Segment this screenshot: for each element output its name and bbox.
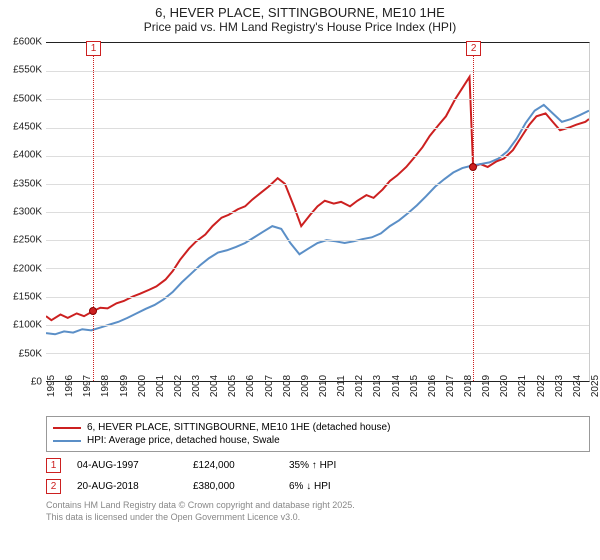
legend-swatch-property xyxy=(53,427,81,429)
y-tick-label: £250K xyxy=(13,235,42,246)
legend-row-property: 6, HEVER PLACE, SITTINGBOURNE, ME10 1HE … xyxy=(53,421,583,434)
y-axis: £0£50K£100K£150K£200K£250K£300K£350K£400… xyxy=(0,42,44,382)
x-tick-label: 2024 xyxy=(572,375,583,397)
transaction-row: 2 20-AUG-2018 £380,000 6% ↓ HPI xyxy=(46,479,590,494)
row-date: 20-AUG-2018 xyxy=(77,481,177,492)
x-tick-label: 2015 xyxy=(409,375,420,397)
legend-label-property: 6, HEVER PLACE, SITTINGBOURNE, ME10 1HE … xyxy=(87,422,390,433)
marker-dot-icon xyxy=(469,163,477,171)
footnote-line: Contains HM Land Registry data © Crown c… xyxy=(46,500,590,512)
row-price: £380,000 xyxy=(193,481,273,492)
x-tick-label: 2018 xyxy=(463,375,474,397)
chart-area: £0£50K£100K£150K£200K£250K£300K£350K£400… xyxy=(46,42,590,412)
y-tick-label: £350K xyxy=(13,178,42,189)
marker-box-icon: 1 xyxy=(86,41,101,56)
y-tick-label: £0 xyxy=(31,377,42,388)
x-tick-label: 2017 xyxy=(445,375,456,397)
x-tick-label: 1998 xyxy=(100,375,111,397)
x-tick-label: 2023 xyxy=(554,375,565,397)
x-tick-label: 2011 xyxy=(336,375,347,397)
x-tick-label: 2022 xyxy=(536,375,547,397)
y-tick-label: £500K xyxy=(13,93,42,104)
x-tick-label: 1995 xyxy=(46,375,57,397)
legend: 6, HEVER PLACE, SITTINGBOURNE, ME10 1HE … xyxy=(46,416,590,452)
x-tick-label: 2008 xyxy=(282,375,293,397)
y-tick-label: £550K xyxy=(13,65,42,76)
marker-box-icon: 2 xyxy=(466,41,481,56)
y-tick-label: £200K xyxy=(13,263,42,274)
x-tick-label: 2004 xyxy=(209,375,220,397)
x-tick-label: 1997 xyxy=(82,375,93,397)
x-tick-label: 2013 xyxy=(372,375,383,397)
marker-dot-icon xyxy=(89,307,97,315)
x-tick-label: 2002 xyxy=(173,375,184,397)
transaction-row: 1 04-AUG-1997 £124,000 35% ↑ HPI xyxy=(46,458,590,473)
legend-label-hpi: HPI: Average price, detached house, Swal… xyxy=(87,435,280,446)
series-line xyxy=(46,77,589,320)
title-block: 6, HEVER PLACE, SITTINGBOURNE, ME10 1HE … xyxy=(0,0,600,36)
x-tick-label: 2010 xyxy=(318,375,329,397)
legend-swatch-hpi xyxy=(53,440,81,442)
chart-title: 6, HEVER PLACE, SITTINGBOURNE, ME10 1HE xyxy=(10,5,590,20)
row-hpi: 6% ↓ HPI xyxy=(289,481,369,492)
x-tick-label: 2003 xyxy=(191,375,202,397)
y-tick-label: £50K xyxy=(19,348,42,359)
transaction-rows: 1 04-AUG-1997 £124,000 35% ↑ HPI 2 20-AU… xyxy=(46,458,590,494)
x-tick-label: 2020 xyxy=(499,375,510,397)
legend-row-hpi: HPI: Average price, detached house, Swal… xyxy=(53,434,583,447)
x-tick-label: 2012 xyxy=(354,375,365,397)
y-tick-label: £600K xyxy=(13,37,42,48)
y-tick-label: £150K xyxy=(13,292,42,303)
x-tick-label: 1996 xyxy=(64,375,75,397)
x-tick-label: 2006 xyxy=(245,375,256,397)
x-tick-label: 2009 xyxy=(300,375,311,397)
footnote-line: This data is licensed under the Open Gov… xyxy=(46,512,590,524)
marker-line xyxy=(93,43,94,381)
x-tick-label: 2025 xyxy=(590,375,600,397)
footnote: Contains HM Land Registry data © Crown c… xyxy=(46,500,590,523)
x-tick-label: 2007 xyxy=(264,375,275,397)
y-tick-label: £300K xyxy=(13,207,42,218)
x-tick-label: 2014 xyxy=(391,375,402,397)
chart-subtitle: Price paid vs. HM Land Registry's House … xyxy=(10,20,590,34)
row-marker-icon: 2 xyxy=(46,479,61,494)
chart-container: 6, HEVER PLACE, SITTINGBOURNE, ME10 1HE … xyxy=(0,0,600,560)
x-tick-label: 2000 xyxy=(137,375,148,397)
x-tick-label: 2016 xyxy=(427,375,438,397)
x-tick-label: 2001 xyxy=(155,375,166,397)
y-tick-label: £450K xyxy=(13,122,42,133)
plot-region: 12 xyxy=(46,42,590,382)
row-marker-icon: 1 xyxy=(46,458,61,473)
y-tick-label: £400K xyxy=(13,150,42,161)
row-date: 04-AUG-1997 xyxy=(77,460,177,471)
y-tick-label: £100K xyxy=(13,320,42,331)
x-tick-label: 2021 xyxy=(517,375,528,397)
row-hpi: 35% ↑ HPI xyxy=(289,460,369,471)
marker-line xyxy=(473,43,474,381)
row-price: £124,000 xyxy=(193,460,273,471)
x-tick-label: 2019 xyxy=(481,375,492,397)
x-axis: 1995199619971998199920002001200220032004… xyxy=(46,382,590,412)
x-tick-label: 2005 xyxy=(227,375,238,397)
x-tick-label: 1999 xyxy=(119,375,130,397)
